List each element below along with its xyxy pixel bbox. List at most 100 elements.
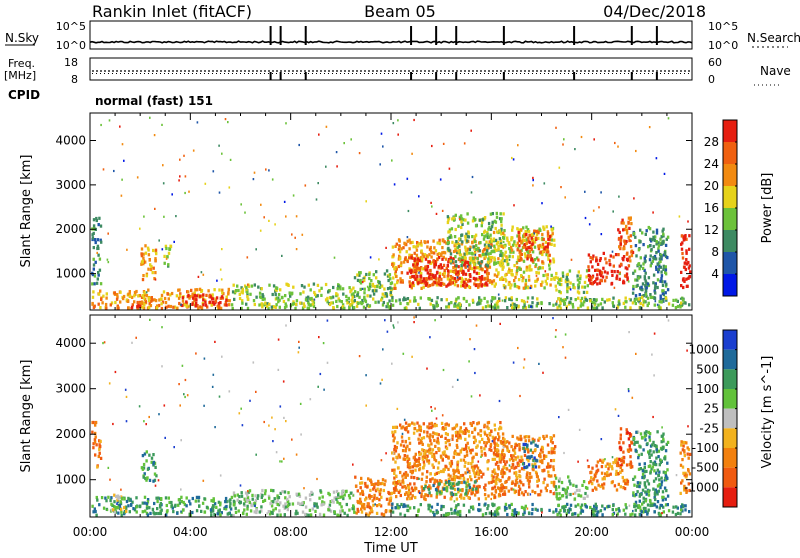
rti-data-cell [645, 272, 647, 275]
rti-data-cell [463, 431, 465, 434]
rti-data-cell [246, 513, 248, 516]
rti-data-cell [120, 511, 122, 514]
rti-data-cell [146, 274, 148, 277]
rti-data-cell [436, 258, 438, 261]
rti-data-cell [575, 298, 577, 301]
rti-data-cell [451, 282, 453, 285]
rti-data-cell [416, 254, 418, 257]
rti-data-cell [547, 232, 549, 235]
rti-data-cell [495, 249, 497, 252]
rti-data-cell [531, 301, 533, 304]
rti-data-cell [240, 290, 242, 293]
rti-data-cell [547, 245, 549, 248]
rti-data-cell [147, 247, 149, 250]
rti-data-cell [638, 248, 640, 251]
rti-data-cell [357, 501, 359, 504]
rti-data-cell [443, 428, 445, 431]
rti-data-cell [475, 244, 477, 247]
rti-scatter-cell [221, 278, 223, 280]
rti-data-cell [225, 299, 227, 302]
rti-data-cell [376, 512, 378, 515]
rti-data-cell [577, 286, 579, 289]
rti-data-cell [640, 432, 642, 435]
rti-data-cell [408, 491, 410, 494]
rti-data-cell [246, 493, 248, 496]
rti-data-cell [406, 497, 408, 500]
rti-data-cell [626, 463, 628, 466]
rti-data-cell [412, 494, 414, 497]
rti-data-cell [206, 506, 208, 509]
rti-scatter-cell [122, 143, 124, 145]
rti-data-cell [277, 503, 279, 506]
rti-data-cell [634, 513, 636, 516]
rti-data-cell [604, 472, 606, 475]
rti-data-cell [492, 487, 494, 490]
rti-scatter-cell [184, 192, 186, 194]
rti-data-cell [543, 286, 545, 289]
rti-data-cell [455, 493, 457, 496]
rti-data-cell [494, 437, 496, 440]
rti-data-cell [625, 266, 627, 269]
rti-data-cell [100, 298, 102, 301]
rti-data-cell [178, 297, 180, 300]
rti-data-cell [681, 248, 683, 251]
rti-data-cell [287, 298, 289, 301]
colorbar-tick-label: 28 [704, 135, 719, 149]
rti-data-cell [631, 465, 633, 468]
rti-data-cell [466, 454, 468, 457]
rti-data-cell [310, 297, 312, 300]
rti-data-cell [461, 256, 463, 259]
rti-data-cell [372, 289, 374, 292]
rti-data-cell [148, 454, 150, 457]
rti-data-cell [561, 506, 563, 509]
rti-data-cell [668, 509, 670, 512]
rti-data-cell [641, 296, 643, 299]
rti-data-cell [215, 300, 217, 303]
rti-data-cell [535, 508, 537, 511]
rti-data-cell [447, 439, 449, 442]
rti-data-cell [602, 267, 604, 270]
rti-data-cell [254, 494, 256, 497]
rti-data-cell [103, 507, 105, 510]
rti-data-cell [95, 435, 97, 438]
nsearch-label: N.Search [747, 31, 800, 45]
rti-data-cell [447, 513, 449, 516]
rti-data-cell [638, 485, 640, 488]
rti-data-cell [239, 297, 241, 300]
rti-data-cell [558, 485, 560, 488]
rti-data-cell [622, 460, 624, 463]
rti-data-cell [518, 234, 520, 237]
rti-data-cell [463, 281, 465, 284]
rti-data-cell [423, 436, 425, 439]
rti-data-cell [511, 513, 513, 516]
rti-scatter-cell [296, 215, 298, 217]
rti-data-cell [561, 494, 563, 497]
rti-data-cell [426, 476, 428, 479]
rti-scatter-cell [100, 124, 102, 126]
rti-data-cell [199, 295, 201, 298]
rti-data-cell [558, 290, 560, 293]
rti-data-cell [359, 482, 361, 485]
rti-data-cell [666, 468, 668, 471]
rti-data-cell [472, 245, 474, 248]
rti-data-cell [145, 459, 147, 462]
rti-data-cell [483, 447, 485, 450]
rti-data-cell [461, 217, 463, 220]
rti-data-cell [426, 434, 428, 437]
rti-data-cell [436, 492, 438, 495]
rti-data-cell [156, 306, 158, 309]
rti-data-cell [546, 277, 548, 280]
rti-data-cell [247, 298, 249, 301]
rti-scatter-cell [180, 304, 182, 306]
rti-data-cell [642, 282, 644, 285]
rti-data-cell [574, 512, 576, 515]
rti-scatter-cell [221, 153, 223, 155]
rti-data-cell [441, 422, 443, 425]
rti-data-cell [497, 478, 499, 481]
rti-data-cell [383, 483, 385, 486]
rti-data-cell [308, 514, 310, 517]
rti-scatter-cell [283, 380, 285, 382]
rti-data-cell [642, 243, 644, 246]
rti-data-cell [516, 266, 518, 269]
rti-data-cell [496, 212, 498, 215]
